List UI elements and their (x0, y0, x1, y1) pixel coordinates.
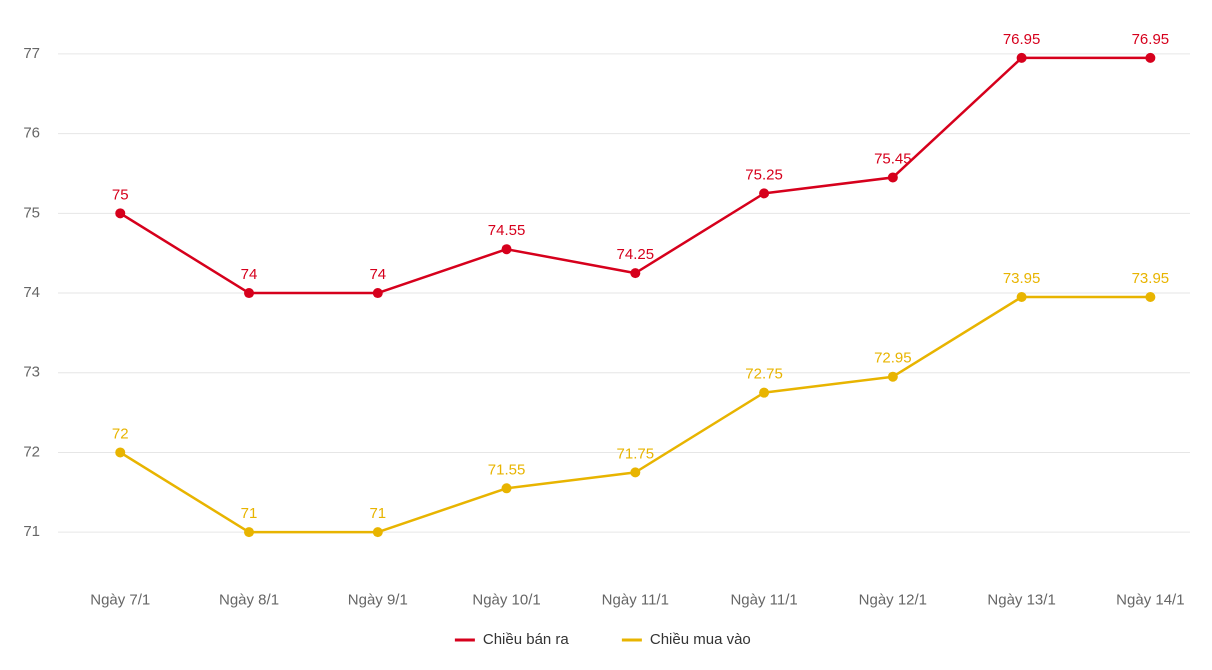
y-tick-label: 76 (23, 125, 40, 142)
x-tick-label: Ngày 10/1 (472, 591, 540, 608)
data-point-ban_ra[interactable] (1145, 53, 1155, 63)
data-point-mua_vao[interactable] (888, 372, 898, 382)
legend-label-mua_vao[interactable]: Chiều mua vào (650, 631, 751, 648)
x-tick-label: Ngày 11/1 (602, 591, 669, 608)
x-tick-label: Ngày 9/1 (348, 591, 408, 608)
point-label-mua_vao: 72.95 (874, 350, 912, 367)
x-tick-label: Ngày 12/1 (859, 591, 927, 608)
x-tick-label: Ngày 14/1 (1116, 591, 1184, 608)
point-label-ban_ra: 74 (369, 266, 386, 283)
data-point-ban_ra[interactable] (1017, 53, 1027, 63)
x-tick-label: Ngày 8/1 (219, 591, 279, 608)
y-tick-label: 73 (23, 364, 40, 381)
point-label-ban_ra: 76.95 (1132, 31, 1170, 48)
series-line-mua_vao (120, 297, 1150, 532)
chart-svg: 71 72 73 74 75 76 77 Ngày 7/1 Ngày 8/1 Ngày 9/1 Ng… (0, 0, 1212, 670)
x-tick-label: Ngày 13/1 (987, 591, 1055, 608)
point-label-mua_vao: 73.95 (1003, 270, 1041, 287)
point-label-ban_ra: 76.95 (1003, 31, 1041, 48)
line-chart: 71 72 73 74 75 76 77 Ngày 7/1 Ngày 8/1 Ngày 9/1 Ng… (0, 0, 1212, 670)
data-point-ban_ra[interactable] (630, 268, 640, 278)
data-point-ban_ra[interactable] (373, 288, 383, 298)
point-label-mua_vao: 72 (112, 425, 129, 442)
data-point-mua_vao[interactable] (759, 388, 769, 398)
point-label-mua_vao: 71 (369, 505, 386, 522)
legend-label-ban_ra[interactable]: Chiều bán ra (483, 631, 570, 648)
point-label-ban_ra: 74.55 (488, 222, 526, 239)
data-point-mua_vao[interactable] (630, 467, 640, 477)
point-label-mua_vao: 71.75 (617, 445, 655, 462)
point-label-ban_ra: 75 (112, 186, 129, 203)
point-label-mua_vao: 72.75 (745, 366, 783, 383)
x-tick-label: Ngày 11/1 (730, 591, 797, 608)
data-point-mua_vao[interactable] (1145, 292, 1155, 302)
data-point-ban_ra[interactable] (759, 188, 769, 198)
data-point-ban_ra[interactable] (888, 172, 898, 182)
data-point-mua_vao[interactable] (373, 527, 383, 537)
y-tick-label: 75 (23, 204, 40, 221)
data-point-mua_vao[interactable] (502, 483, 512, 493)
point-label-mua_vao: 71.55 (488, 461, 526, 478)
data-point-mua_vao[interactable] (115, 447, 125, 457)
y-tick-label: 72 (23, 443, 40, 460)
point-label-ban_ra: 74.25 (617, 246, 655, 263)
x-tick-label: Ngày 7/1 (90, 591, 150, 608)
y-tick-label: 74 (23, 284, 40, 301)
data-point-ban_ra[interactable] (502, 244, 512, 254)
data-point-ban_ra[interactable] (115, 208, 125, 218)
data-point-ban_ra[interactable] (244, 288, 254, 298)
point-label-ban_ra: 74 (241, 266, 258, 283)
point-label-ban_ra: 75.25 (745, 166, 783, 183)
point-label-ban_ra: 75.45 (874, 150, 912, 167)
point-label-mua_vao: 71 (241, 505, 258, 522)
data-point-mua_vao[interactable] (1017, 292, 1027, 302)
point-label-mua_vao: 73.95 (1132, 270, 1170, 287)
y-tick-label: 77 (23, 45, 40, 62)
data-point-mua_vao[interactable] (244, 527, 254, 537)
y-tick-label: 71 (23, 523, 40, 540)
